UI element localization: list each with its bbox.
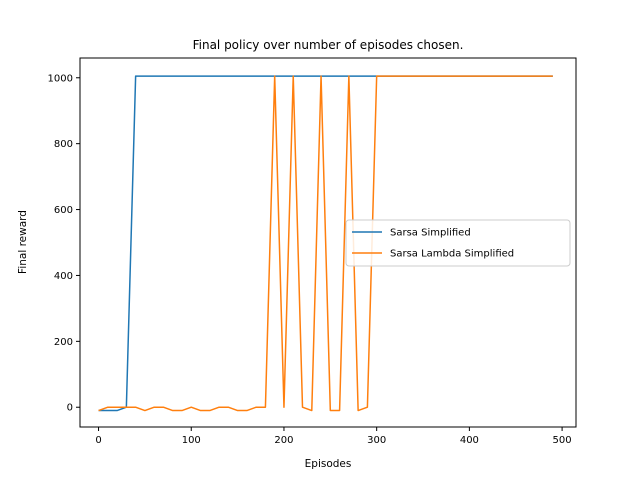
x-tick-label: 0 (95, 435, 101, 446)
x-tick-label: 100 (182, 435, 201, 446)
y-tick-label: 200 (54, 337, 73, 348)
y-tick-label: 1000 (48, 73, 73, 84)
y-axis-label: Final reward (17, 210, 29, 274)
y-tick-label: 0 (67, 403, 73, 414)
legend-label-1: Sarsa Simplified (390, 228, 471, 239)
legend-label-2: Sarsa Lambda Simplified (390, 249, 514, 260)
y-tick-label: 400 (54, 271, 73, 282)
chart-title: Final policy over number of episodes cho… (193, 38, 464, 52)
y-tick-label: 800 (54, 139, 73, 150)
x-tick-label: 400 (460, 435, 479, 446)
legend-box (345, 219, 571, 267)
x-tick-label: 200 (274, 435, 293, 446)
legend: Sarsa Simplified Sarsa Lambda Simplified (345, 219, 571, 267)
x-axis-label: Episodes (305, 458, 352, 470)
x-tick-label: 500 (553, 435, 572, 446)
y-axis: 0 200 400 600 800 1000 (48, 73, 80, 414)
x-tick-label: 300 (367, 435, 386, 446)
x-axis: 0 100 200 300 400 500 (95, 427, 572, 446)
axes-frame (79, 57, 577, 428)
series-line-2 (98, 75, 553, 412)
y-tick-label: 600 (54, 205, 73, 216)
plot-area (98, 75, 553, 412)
